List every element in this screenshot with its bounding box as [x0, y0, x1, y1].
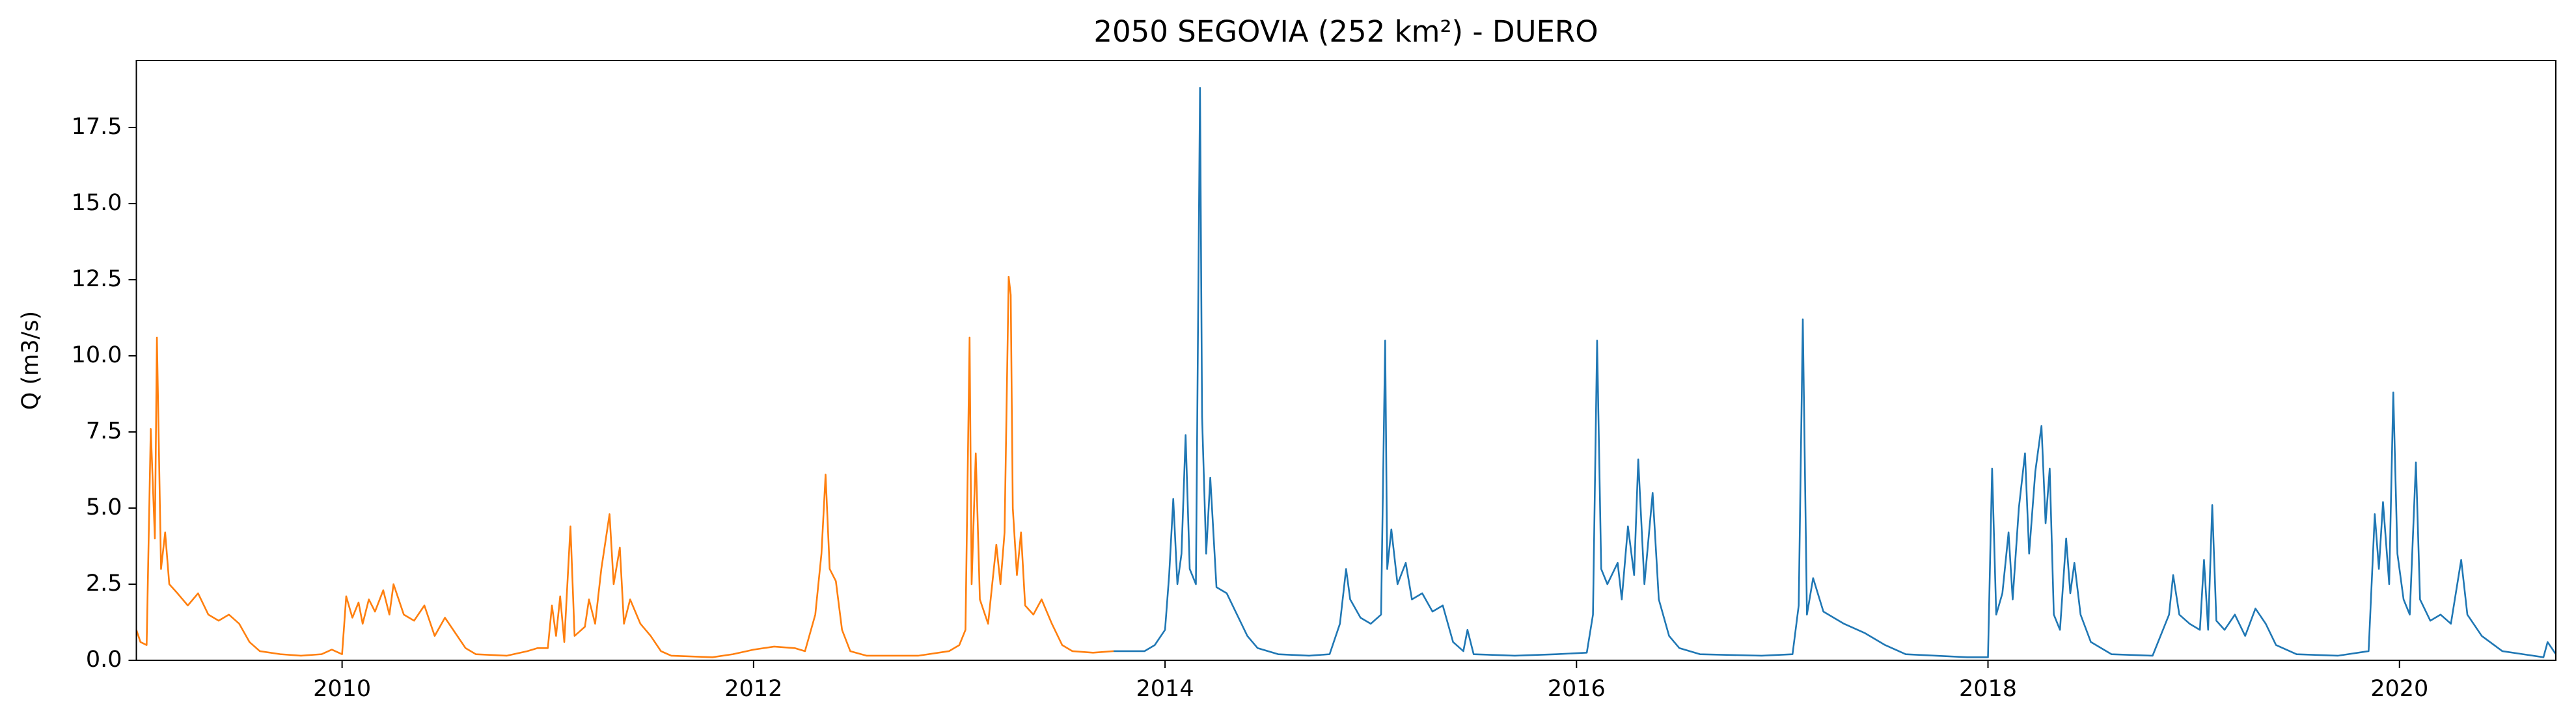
y-tick-label: 10.0 [72, 342, 122, 368]
y-tick-label: 17.5 [72, 114, 122, 140]
y-tick-label: 15.0 [72, 190, 122, 216]
y-tick-label: 5.0 [86, 494, 122, 520]
y-tick-label: 7.5 [86, 418, 122, 444]
x-tick-label: 2020 [2370, 676, 2428, 702]
y-axis-label: Q (m3/s) [18, 311, 44, 410]
y-tick-label: 2.5 [86, 571, 122, 597]
x-tick-label: 2014 [1136, 676, 1194, 702]
x-tick-label: 2016 [1548, 676, 1606, 702]
x-tick-label: 2010 [313, 676, 371, 702]
series-line [1114, 87, 2557, 658]
x-tick-label: 2018 [1959, 676, 2017, 702]
plot-frame [135, 60, 2556, 661]
chart-title: 2050 SEGOVIA (252 km²) - DUERO [1093, 14, 1598, 49]
y-tick-label: 0.0 [86, 647, 122, 673]
x-tick-label: 2012 [724, 676, 782, 702]
series-line [135, 275, 1114, 658]
y-tick-label: 12.5 [72, 266, 122, 292]
